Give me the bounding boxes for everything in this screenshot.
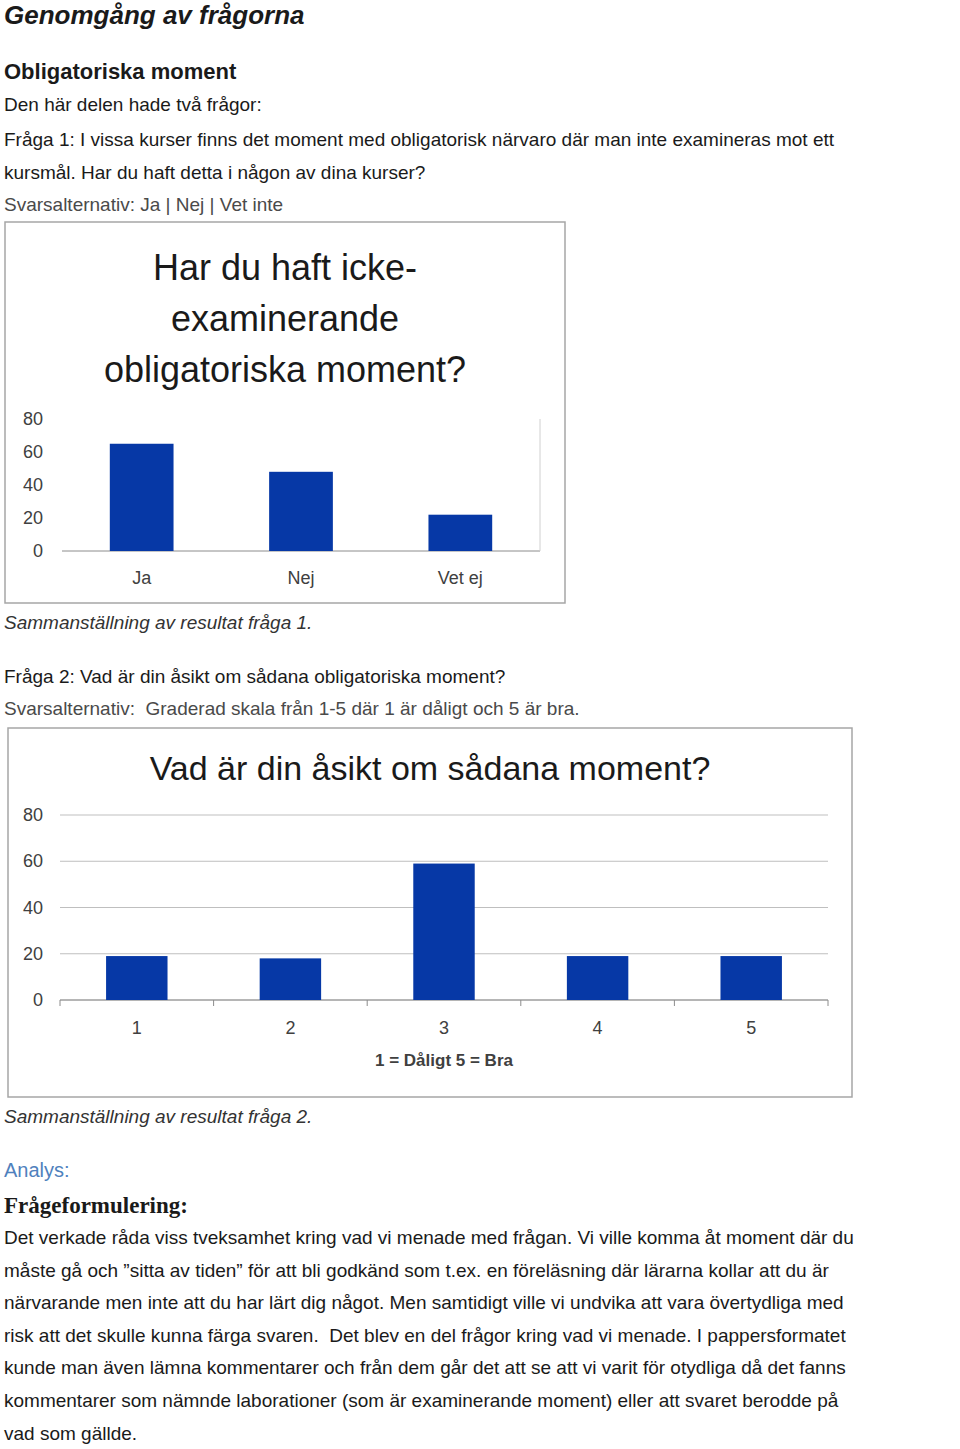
bars: [110, 444, 492, 551]
x-tick-label: 4: [593, 1018, 603, 1038]
x-tick-label: 2: [285, 1018, 295, 1038]
y-tick-label: 80: [23, 805, 43, 825]
y-tick-label: 0: [33, 541, 43, 561]
chart-title: Vad är din åsikt om sådana moment?: [150, 749, 711, 787]
question-text: Fråga 1: I vissa kurser finns det moment…: [4, 129, 835, 150]
paragraph-line: Det verkade råda viss tveksamhet kring v…: [4, 1227, 854, 1248]
y-tick-label: 60: [23, 851, 43, 871]
intro-text: Den här delen hade två frågor:: [4, 94, 262, 115]
title-line: obligatoriska moment?: [104, 349, 466, 390]
plot-edge: [540, 419, 541, 551]
bars: [106, 864, 782, 1000]
category-divider: [828, 1000, 829, 1006]
page-background: [0, 0, 960, 1449]
chart-title: Har du haft icke-examinerande obligatoris…: [104, 247, 466, 390]
paragraph-line: måste gå och ”sitta av tiden” för att bl…: [4, 1260, 829, 1281]
category-divider: [520, 1000, 521, 1006]
bar-chart: Har du haft icke-examinerande obligatoris…: [5, 222, 565, 603]
analysis-label: Analys:: [4, 1159, 70, 1181]
category-divider: [367, 1000, 368, 1006]
heading: Genomgång av frågorna: [4, 0, 305, 30]
section-heading: Obligatoriska moment: [4, 59, 237, 84]
paragraph-line: närvarande men inte att du har lärt dig …: [4, 1292, 844, 1313]
bar: [269, 472, 333, 551]
paragraph-line: risk att det skulle kunna färga svaren. …: [4, 1325, 846, 1346]
question-text: Fråga 2: Vad är din åsikt om sådana obli…: [4, 666, 505, 687]
y-tick-label: 40: [23, 475, 43, 495]
y-tick-label: 20: [23, 944, 43, 964]
answer-options: Svarsalternativ: Graderad skala från 1-5…: [4, 698, 580, 719]
chart-frame: [8, 728, 852, 1097]
title-line: examinerande: [171, 298, 399, 339]
bar: [110, 444, 174, 551]
category-divider: [674, 1000, 675, 1006]
x-tick-label: Vet ej: [438, 568, 483, 588]
answer-options: Svarsalternativ: Ja | Nej | Vet inte: [4, 194, 283, 215]
figure-caption: Sammanställning av resultat fråga 2.: [4, 1106, 312, 1127]
bar-chart: Vad är din åsikt om sådana moment? 0 20 40 6…: [8, 728, 852, 1097]
title-line: Har du haft icke-: [153, 247, 417, 288]
y-tick-label: 0: [33, 990, 43, 1010]
bar: [428, 515, 492, 551]
page: Genomgång av frågorna Obligatoriska momen…: [0, 0, 960, 1449]
bar: [720, 956, 781, 1000]
x-tick-label: Nej: [287, 568, 314, 588]
figure-caption: Sammanställning av resultat fråga 1.: [4, 612, 312, 633]
y-tick-label: 60: [23, 442, 43, 462]
chart-frame: [5, 222, 565, 603]
grid-line: [60, 815, 828, 816]
y-tick-label: 80: [23, 409, 43, 429]
paragraph-line: kommentarer som nämnde laborationer (som…: [4, 1390, 839, 1411]
paragraph-line: kunde man även lämna kommentarer och frå…: [4, 1357, 846, 1378]
x-tick-label: Ja: [132, 568, 152, 588]
title-line: Vad är din åsikt om sådana moment?: [150, 749, 711, 787]
x-tick-label: 1: [132, 1018, 142, 1038]
y-tick-label: 20: [23, 508, 43, 528]
bar: [567, 956, 628, 1000]
paragraph-line: vad som gällde.: [4, 1423, 137, 1444]
category-divider: [60, 1000, 61, 1006]
x-axis-title: 1 = Dåligt 5 = Bra: [375, 1051, 513, 1070]
bar: [413, 864, 474, 1000]
bar: [106, 956, 167, 1000]
grid-line: [60, 861, 828, 862]
question-text: kursmål. Har du haft detta i någon av di…: [4, 162, 425, 183]
x-tick-label: 5: [746, 1018, 756, 1038]
x-tick-label: 3: [439, 1018, 449, 1038]
category-divider: [213, 1000, 214, 1006]
y-tick-label: 40: [23, 898, 43, 918]
subheading: Frågeformulering:: [4, 1193, 188, 1218]
bar: [260, 958, 321, 1000]
